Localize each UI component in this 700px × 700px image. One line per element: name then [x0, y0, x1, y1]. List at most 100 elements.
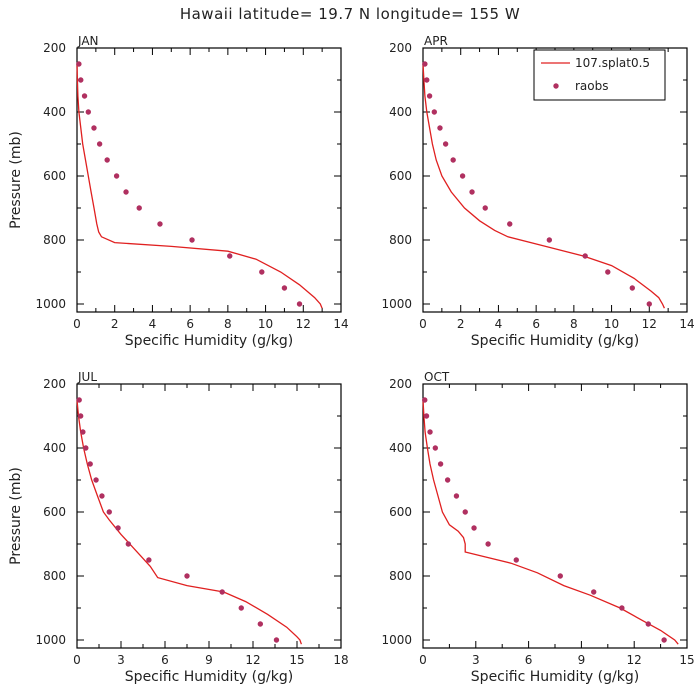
raob-point [80, 429, 86, 435]
raob-point [296, 301, 303, 307]
raob-point [76, 61, 82, 67]
raob-point [453, 493, 460, 499]
x-tick-label: 0 [73, 317, 81, 331]
legend-model-label: 107.splat0.5 [575, 56, 650, 70]
x-tick-label: 6 [525, 653, 533, 667]
y-tick-label: 600 [43, 505, 66, 519]
x-tick-label: 0 [419, 653, 427, 667]
x-tick-label: 15 [679, 653, 694, 667]
panel-label: JAN [77, 34, 99, 48]
raob-point [238, 605, 244, 611]
legend-obs-swatch [553, 83, 559, 89]
x-tick-label: 8 [570, 317, 578, 331]
raob-point [76, 397, 82, 403]
raob-point [426, 93, 433, 99]
x-tick-label: 12 [642, 317, 657, 331]
raob-point [113, 173, 120, 179]
raob-point [462, 509, 468, 515]
raob-point [422, 61, 428, 67]
raob-point [123, 189, 129, 195]
y-tick-label: 800 [389, 233, 412, 247]
raob-point [427, 429, 433, 435]
raob-point [157, 221, 163, 227]
y-tick-label: 400 [389, 105, 412, 119]
x-tick-label: 18 [333, 653, 348, 667]
y-tick-label: 600 [389, 505, 412, 519]
y-tick-label: 200 [389, 41, 412, 55]
figure-title: Hawaii latitude= 19.7 N longitude= 155 W [180, 5, 520, 23]
y-tick-label: 400 [43, 105, 66, 119]
raob-point [591, 589, 597, 595]
x-axis-label: Specific Humidity (g/kg) [125, 333, 293, 349]
legend: 107.splat0.5 raobs [533, 49, 666, 101]
raob-point [482, 205, 488, 211]
x-tick-label: 10 [604, 317, 619, 331]
raob-point [281, 285, 288, 291]
x-axis-label: Specific Humidity (g/kg) [471, 333, 639, 349]
y-tick-label: 800 [43, 569, 66, 583]
y-axis-label: Pressure (mb) [8, 131, 24, 229]
model-line [422, 63, 665, 309]
x-tick-label: 0 [73, 653, 81, 667]
raob-point [423, 413, 430, 419]
raob-point [444, 477, 451, 483]
x-tick-label: 14 [679, 317, 694, 331]
x-tick-label: 6 [532, 317, 540, 331]
raob-point [605, 269, 611, 275]
y-tick-label: 600 [389, 169, 412, 183]
raob-point [125, 541, 132, 547]
y-tick-label: 800 [43, 233, 66, 247]
raob-point [219, 589, 225, 595]
x-axis-label: Specific Humidity (g/kg) [471, 669, 639, 685]
raob-point [81, 93, 88, 99]
raob-point [96, 141, 103, 147]
raob-point [115, 525, 121, 531]
raob-point [273, 637, 280, 643]
y-tick-label: 200 [43, 377, 66, 391]
x-tick-label: 4 [149, 317, 157, 331]
raob-point [136, 205, 142, 211]
panel-label: OCT [424, 370, 450, 384]
x-tick-label: 6 [161, 653, 169, 667]
x-tick-label: 3 [117, 653, 125, 667]
raob-point [93, 477, 99, 483]
raob-point [557, 573, 563, 579]
raob-point [85, 109, 92, 115]
raob-point [629, 285, 636, 291]
raob-point [661, 637, 667, 643]
x-tick-label: 8 [224, 317, 232, 331]
x-tick-label: 12 [245, 653, 260, 667]
x-tick-label: 0 [419, 317, 427, 331]
x-tick-label: 2 [457, 317, 465, 331]
plot-frame [422, 383, 688, 649]
raob-point [546, 237, 553, 243]
raob-point [259, 269, 265, 275]
y-tick-label: 1000 [35, 297, 66, 311]
raob-point [146, 557, 152, 563]
raob-point [104, 157, 110, 163]
raob-point [432, 445, 439, 451]
raob-point [77, 413, 84, 419]
raob-point [513, 557, 519, 563]
panel-jan: JAN 200 400 600 800 1000 0 2 4 6 8 10 12 14 Specific H… [8, 34, 349, 349]
model-line [76, 399, 303, 645]
panel-label: JUL [77, 370, 97, 384]
raob-point [582, 253, 588, 259]
panel-apr: APR 200 400 600 800 1000 0 2 4 6 8 10 12 14 Specific H… [381, 34, 694, 349]
raob-point [106, 509, 112, 515]
x-tick-label: 4 [495, 317, 503, 331]
panel-oct: OCT 200 400 600 800 1000 0 3 6 9 12 15 Specific Humi… [381, 370, 694, 685]
x-tick-label: 12 [296, 317, 311, 331]
legend-obs-label: raobs [575, 79, 609, 93]
raob-point [431, 109, 438, 115]
y-tick-label: 800 [389, 569, 412, 583]
raob-point [450, 157, 456, 163]
raob-point [87, 461, 93, 467]
raob-point [83, 445, 89, 451]
x-tick-label: 10 [258, 317, 273, 331]
raob-point [619, 605, 625, 611]
raob-point [422, 397, 428, 403]
panel-label: APR [424, 34, 448, 48]
y-tick-label: 200 [43, 41, 66, 55]
